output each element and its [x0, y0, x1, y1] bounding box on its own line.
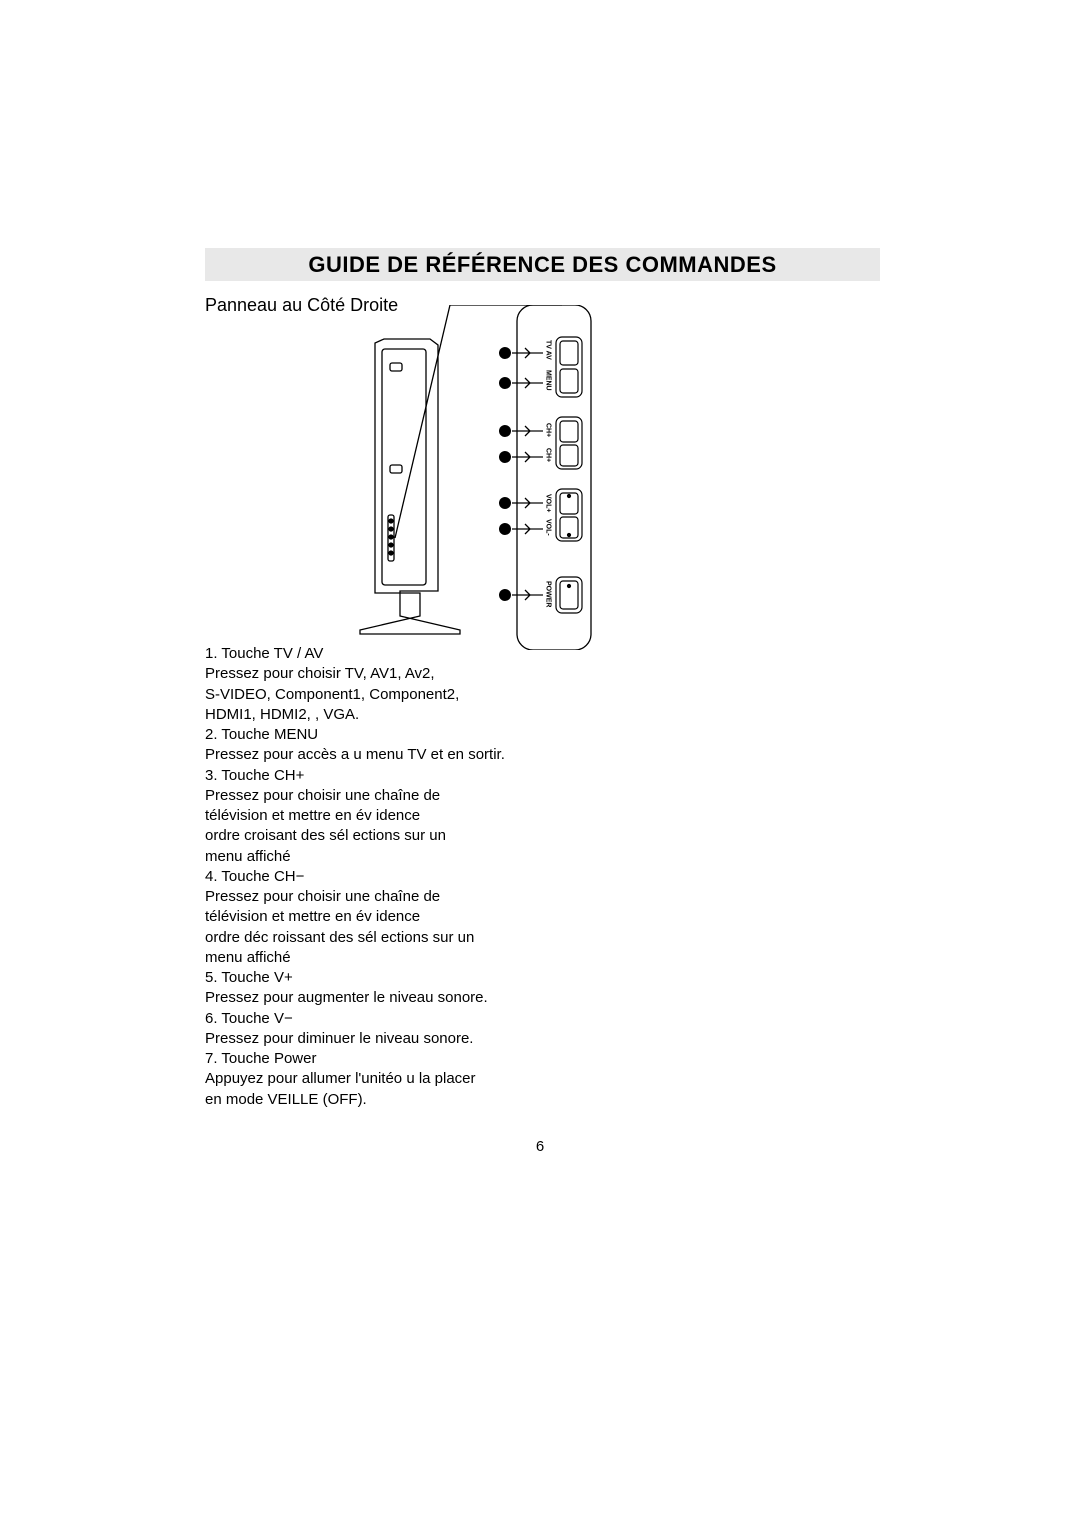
section-title: GUIDE DE RÉFÉRENCE DES COMMANDES	[308, 252, 776, 277]
label-tv-av: TV AV	[545, 340, 552, 360]
item-4-line: Pressez pour choisir une chaîne de	[205, 887, 635, 907]
label-power: POWER	[545, 581, 552, 607]
item-4-line: menu affiché	[205, 948, 635, 968]
label-vol-minus: VOL-	[545, 519, 552, 536]
item-3-line: télévision et mettre en év idence	[205, 806, 635, 826]
item-7-head: 7. Touche Power	[205, 1049, 635, 1069]
item-3-line: ordre croisant des sél ections sur un	[205, 826, 635, 846]
item-2-line: Pressez pour accès a u menu TV et en sor…	[205, 745, 635, 765]
label-vol-plus: VOL+	[545, 494, 552, 512]
item-3-line: menu affiché	[205, 847, 635, 867]
item-5-head: 5. Touche V+	[205, 968, 635, 988]
item-6-head: 6. Touche V−	[205, 1009, 635, 1029]
item-1-line: HDMI1, HDMI2, , VGA.	[205, 705, 635, 725]
item-3-head: 3. Touche CH+	[205, 766, 635, 786]
item-7-line: Appuyez pour allumer l'unitéo u la place…	[205, 1069, 635, 1089]
page-number: 6	[0, 1138, 1080, 1155]
controls-description: 1. Touche TV / AV Pressez pour choisir T…	[205, 644, 635, 1110]
item-4-head: 4. Touche CH−	[205, 867, 635, 887]
item-1-line: S-VIDEO, Component1, Component2,	[205, 685, 635, 705]
label-ch-minus: CH+	[545, 448, 552, 462]
item-3-line: Pressez pour choisir une chaîne de	[205, 786, 635, 806]
item-1-line: Pressez pour choisir TV, AV1, Av2,	[205, 664, 635, 684]
item-4-line: télévision et mettre en év idence	[205, 907, 635, 927]
diagram-svg: TV AV MENU CH+ CH+	[330, 305, 740, 650]
manual-page: GUIDE DE RÉFÉRENCE DES COMMANDES Panneau…	[0, 0, 1080, 1527]
item-7-line: en mode VEILLE (OFF).	[205, 1090, 635, 1110]
item-1-head: 1. Touche TV / AV	[205, 644, 635, 664]
item-2-head: 2. Touche MENU	[205, 725, 635, 745]
item-5-line: Pressez pour augmenter le niveau sonore.	[205, 988, 635, 1008]
control-panel-diagram: TV AV MENU CH+ CH+	[330, 305, 740, 650]
label-ch-plus: CH+	[545, 423, 552, 437]
item-4-line: ordre déc roissant des sél ections sur u…	[205, 928, 635, 948]
section-title-banner: GUIDE DE RÉFÉRENCE DES COMMANDES	[205, 248, 880, 281]
item-6-line: Pressez pour diminuer le niveau sonore.	[205, 1029, 635, 1049]
label-menu: MENU	[545, 370, 552, 391]
